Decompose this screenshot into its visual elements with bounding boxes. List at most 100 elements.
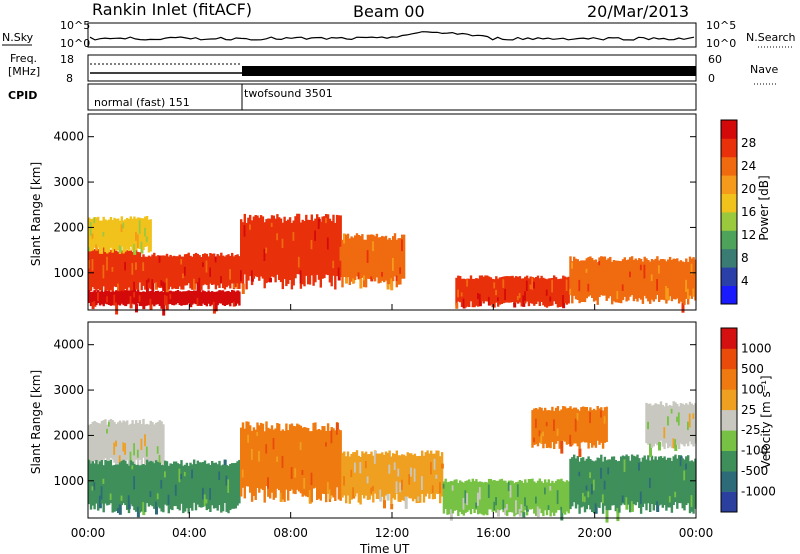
- velocity-band-1-cell: [194, 464, 198, 511]
- velocity-band-3-speck: [431, 485, 435, 494]
- velocity-band-4-cell: [540, 481, 543, 514]
- velocity-band-3-cell: [431, 453, 435, 500]
- velocity-band-5-cell: [544, 407, 547, 444]
- velocity-band-1-speck: [227, 479, 231, 493]
- power-band-7-cell: [603, 256, 607, 296]
- velocity-band-4-cell: [486, 482, 489, 516]
- noise-tick-right-hi: 10^5: [706, 19, 736, 32]
- velocity-band-6-cell: [670, 461, 674, 513]
- velocity-band-1-cell: [135, 464, 138, 512]
- power-band-2-speck: [91, 302, 95, 310]
- power-band-6-cell: [464, 279, 467, 308]
- x-tick-label: 00:00: [71, 526, 106, 540]
- velocity-band-4-cell: [500, 478, 503, 510]
- power-band-6-cell: [547, 278, 550, 307]
- velocity-band-4-cell: [497, 480, 500, 513]
- velocity-band-2-cell: [263, 431, 266, 503]
- power-band-2-cell: [117, 291, 120, 305]
- velocity-band-1-cell: [202, 462, 205, 507]
- power-band-6-speck: [460, 292, 464, 297]
- velocity-band-6-cell: [654, 456, 657, 506]
- velocity-band-1-cell: [118, 462, 122, 508]
- velocity-band-4-speck: [536, 506, 540, 518]
- velocity-band-3-speck: [364, 460, 368, 469]
- power-band-6-cell: [480, 275, 484, 302]
- velocity-band-5-cell: [549, 410, 552, 449]
- power-band-6-cell: [493, 279, 496, 308]
- velocity-band-4-cell: [524, 479, 527, 511]
- power-band-3-cell: [145, 256, 149, 291]
- power-band-4-cell: [272, 215, 275, 278]
- power-band-5-cell: [354, 235, 357, 280]
- power-band-4-cell: [261, 216, 265, 279]
- velocity-band-6-cell: [589, 459, 592, 510]
- velocity-band-1-cell: [158, 462, 161, 509]
- power-band-5-speck: [345, 277, 348, 284]
- x-tick-label: 12:00: [375, 526, 410, 540]
- power-band-4-cell: [339, 215, 342, 277]
- power-band-3-cell: [193, 254, 196, 286]
- velocity-band-2-cell: [301, 427, 304, 497]
- velocity-band-7-cell: [690, 403, 693, 445]
- power-band-2-speck: [93, 301, 97, 307]
- power-band-4-speck: [269, 278, 272, 283]
- power-band-0-speck: [117, 283, 120, 294]
- velocity-band-1-cell: [196, 460, 199, 505]
- velocity-colorbar-tick: -100: [741, 444, 768, 458]
- power-band-0-cell: [129, 250, 132, 292]
- power-band-3-speck: [160, 280, 164, 287]
- velocity-band-1-speck: [191, 469, 195, 479]
- power-ylabel: Slant Range [km]: [29, 162, 43, 266]
- power-band-4-cell: [279, 218, 283, 283]
- velocity-band-5-cell: [562, 406, 565, 441]
- power-band-7-cell: [620, 261, 623, 304]
- velocity-band-7-cell: [658, 404, 661, 446]
- power-band-2-speck: [232, 301, 236, 307]
- power-band-6-speck: [529, 284, 533, 290]
- power-band-2-speck: [97, 292, 100, 302]
- power-band-7-cell: [672, 258, 675, 299]
- power-band-7-cell: [639, 259, 643, 300]
- power-band-2-cell: [212, 291, 216, 307]
- velocity-band-2-cell: [287, 430, 290, 501]
- velocity-band-1-cell: [153, 463, 156, 509]
- velocity-band-3-speck: [433, 458, 437, 470]
- velocity-band-6-cell: [629, 460, 632, 513]
- power-band-2-cell: [216, 291, 219, 306]
- power-band-6-speck: [457, 289, 461, 298]
- power-band-6-cell: [513, 277, 516, 305]
- power-band-7-cell: [616, 260, 619, 303]
- power-band-2-cell: [178, 291, 181, 305]
- power-band-5-cell: [372, 234, 375, 280]
- velocity-ylabel: Slant Range [km]: [29, 370, 43, 474]
- power-band-2-speck: [142, 299, 146, 310]
- power-colorbar-swatch: [721, 175, 737, 194]
- velocity-band-1-cell: [171, 463, 174, 511]
- power-band-7-speck: [571, 262, 575, 269]
- power-band-2-cell: [118, 291, 122, 306]
- velocity-band-1-cell: [193, 459, 196, 503]
- power-band-7-cell: [630, 256, 634, 295]
- power-band-1-speck: [102, 231, 106, 237]
- velocity-band-4-cell: [449, 481, 453, 513]
- velocity-band-2-cell: [321, 426, 324, 494]
- velocity-yticks: 1000 2000 3000 4000: [53, 338, 696, 488]
- velocity-band-6-cell: [638, 458, 641, 508]
- velocity-band-5-cell: [573, 407, 576, 444]
- power-band-0-speck: [133, 281, 137, 294]
- power-band-3-cell: [227, 254, 230, 286]
- velocity-band-6-cell: [620, 456, 623, 506]
- power-band-3-cell: [171, 256, 174, 290]
- power-band-2-cell: [223, 291, 227, 306]
- velocity-band-3-cell: [426, 450, 429, 494]
- power-band-6-speck: [551, 279, 555, 293]
- velocity-band-1-cell: [236, 461, 239, 506]
- x-tick-label: 20:00: [577, 526, 612, 540]
- power-band-1-speck: [118, 245, 122, 253]
- velocity-band-7-cell: [665, 402, 668, 444]
- power-colorbar-tick: 20: [741, 182, 756, 196]
- velocity-band-6-cell: [596, 457, 599, 508]
- power-band-1-cell: [122, 220, 125, 254]
- power-band-5-cell: [345, 234, 348, 279]
- cpid-segment-1: normal (fast) 151: [94, 96, 190, 109]
